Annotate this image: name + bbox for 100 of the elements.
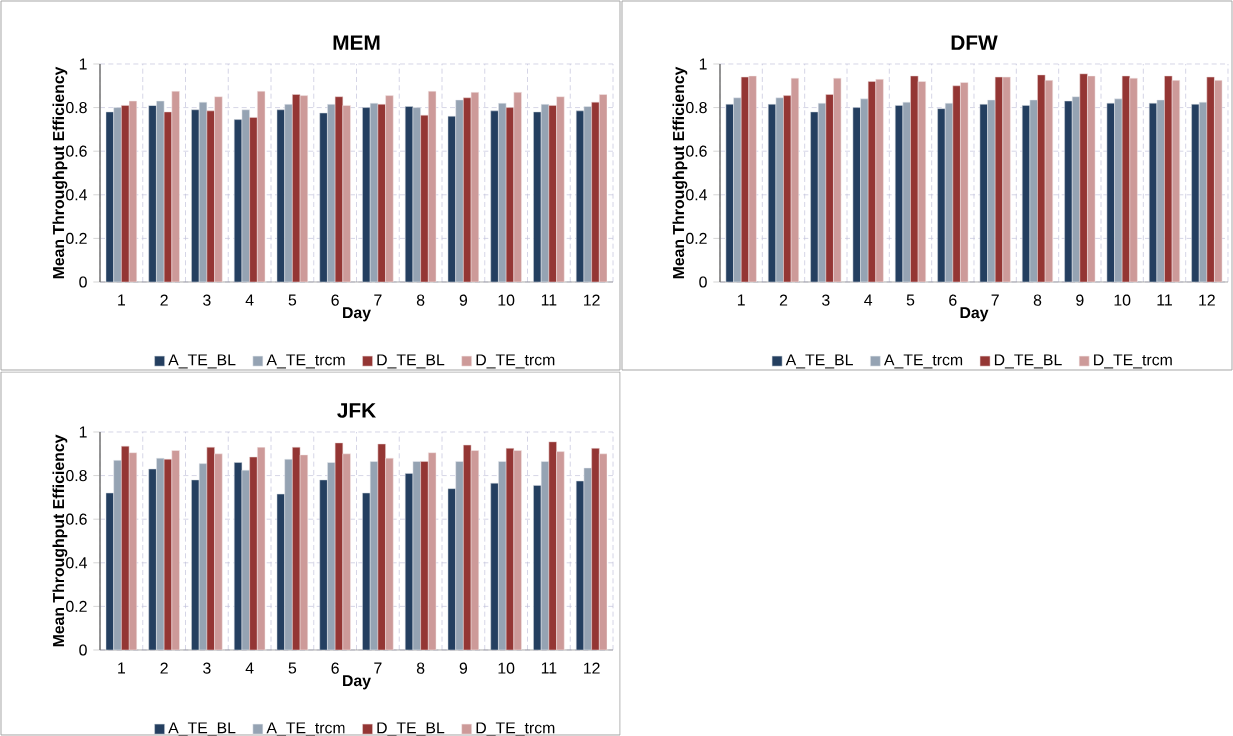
x-tick-label: 12 <box>584 294 600 306</box>
bar <box>299 454 309 650</box>
bar <box>548 105 557 282</box>
x-tick-label: 6 <box>331 294 339 306</box>
bar <box>148 468 157 650</box>
bar <box>979 104 988 282</box>
x-tick-label: 3 <box>203 294 211 306</box>
legend-label: A_TE_BL <box>168 354 236 369</box>
bar <box>455 99 464 282</box>
bar <box>952 85 961 282</box>
y-tick-label: 0.2 <box>66 600 87 612</box>
x-tick-label: 11 <box>1157 294 1172 306</box>
bar <box>1214 80 1223 282</box>
bar <box>556 451 565 650</box>
bar <box>319 479 328 650</box>
bar <box>591 448 600 650</box>
bar <box>214 453 223 650</box>
y-tick-label: 0.6 <box>686 145 707 157</box>
bar <box>1002 76 1011 282</box>
bar <box>377 104 386 282</box>
x-tick-label: 10 <box>498 662 515 674</box>
x-tick-label: 10 <box>498 294 515 306</box>
y-tick-label: 0.2 <box>686 232 707 244</box>
bar <box>1129 77 1138 282</box>
bar <box>319 112 328 282</box>
legend-label: A_TE_BL <box>785 354 853 369</box>
bar <box>533 111 542 282</box>
y-tick-label: 0.4 <box>686 189 707 201</box>
bar <box>241 109 250 282</box>
y-tick-label: 0.8 <box>686 101 707 114</box>
legend-label: A_TE_trcm <box>883 354 963 369</box>
x-tick-label: 3 <box>822 294 830 306</box>
bar <box>362 107 371 282</box>
y-tick-label: 1 <box>79 426 87 438</box>
legend-label: D_TE_trcm <box>1094 354 1172 369</box>
bar <box>342 453 351 650</box>
y-tick-label: 0 <box>79 644 87 656</box>
legend-label: A_TE_trcm <box>266 722 345 736</box>
chart-title: MEM <box>333 35 380 50</box>
bar <box>342 105 351 282</box>
bar <box>1171 80 1180 282</box>
bar <box>257 447 266 650</box>
x-tick-label: 4 <box>245 662 254 674</box>
bar <box>875 79 884 282</box>
x-axis-title: Day <box>343 675 371 690</box>
bar <box>748 75 757 282</box>
bar <box>214 96 223 282</box>
bar <box>113 107 122 282</box>
bar <box>420 461 429 650</box>
x-axis-title: Day <box>343 307 371 322</box>
bar <box>299 95 309 282</box>
x-tick-label: 6 <box>331 662 339 674</box>
bar <box>591 101 600 282</box>
bar <box>385 457 394 650</box>
bar <box>556 96 565 282</box>
bar <box>148 105 157 282</box>
bar <box>447 488 456 650</box>
bar <box>470 92 480 282</box>
x-tick-label: 1 <box>118 662 125 674</box>
bar <box>490 110 499 282</box>
y-tick-label: 0.4 <box>66 189 87 201</box>
bar <box>810 111 819 282</box>
legend-label: D_TE_trcm <box>476 722 555 736</box>
x-tick-label: 2 <box>779 294 788 306</box>
bar <box>1206 76 1215 282</box>
bar <box>191 479 200 650</box>
x-tick-label: 11 <box>541 662 557 674</box>
bar <box>937 108 946 282</box>
bar <box>128 100 138 282</box>
bar <box>1044 80 1053 282</box>
x-tick-label: 2 <box>160 294 168 306</box>
chart-title: JFK <box>337 403 376 418</box>
legend-label: A_TE_BL <box>168 722 236 736</box>
bar <box>249 456 258 650</box>
bar <box>860 98 869 282</box>
bar <box>1064 100 1073 282</box>
y-tick-label: 0.4 <box>66 557 87 569</box>
bar <box>428 452 437 650</box>
x-tick-label: 9 <box>459 294 468 306</box>
x-tick-label: 8 <box>416 662 425 674</box>
bar <box>455 461 464 650</box>
bar <box>583 106 592 282</box>
legend-label: D_TE_BL <box>377 722 445 736</box>
bar <box>385 95 394 282</box>
bar <box>163 111 173 282</box>
legend-label: D_TE_BL <box>994 354 1062 369</box>
bar <box>428 90 437 282</box>
bar <box>533 485 542 650</box>
bar <box>362 492 371 650</box>
bar <box>257 90 266 282</box>
x-tick-label: 8 <box>416 294 425 306</box>
bar <box>1191 104 1200 282</box>
bar <box>790 77 799 282</box>
y-tick-label: 0.8 <box>66 101 87 114</box>
bar <box>412 107 421 282</box>
y-tick-label: 0.6 <box>66 513 87 525</box>
bar <box>128 452 138 650</box>
y-tick-label: 1 <box>699 58 707 70</box>
bar <box>284 104 293 282</box>
x-tick-label: 4 <box>245 294 254 306</box>
